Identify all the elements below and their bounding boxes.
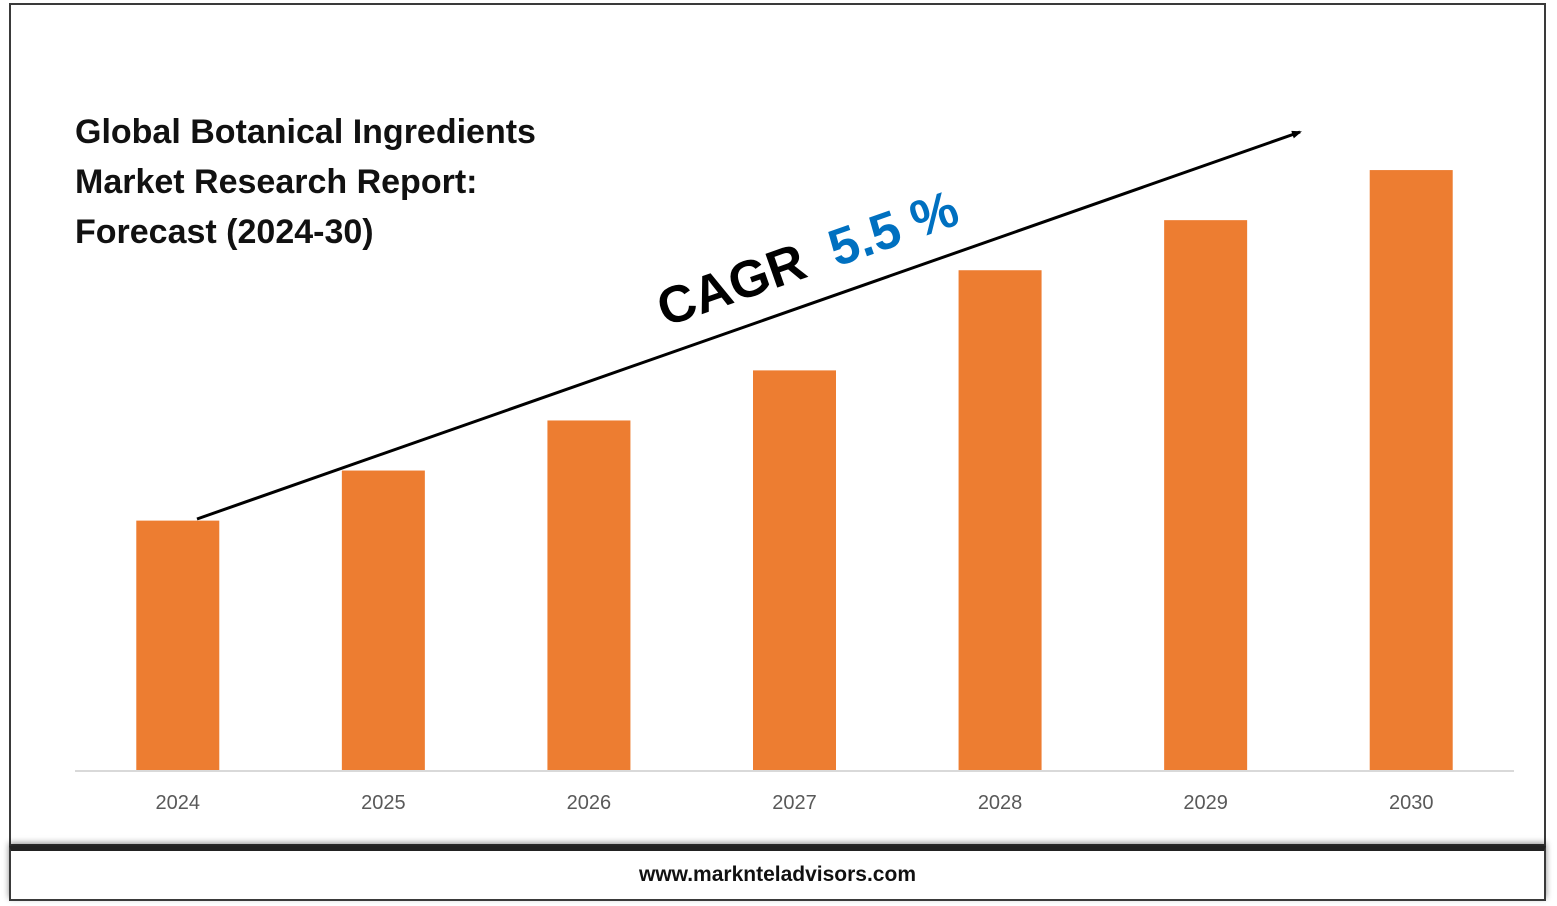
bar-2030 [1369, 170, 1453, 772]
x-axis-ticks: 2024 2025 2026 2027 2028 2029 2030 [156, 792, 1434, 814]
cagr-annotation: CAGR 5.5 % [650, 180, 966, 339]
x-tick-label-2028: 2028 [978, 792, 1023, 814]
bar-series [136, 170, 1453, 772]
x-tick-label-2027: 2027 [772, 792, 817, 814]
chart-title-line-2: Market Research Report: [75, 163, 477, 201]
cagr-label: CAGR [650, 233, 814, 338]
chart-title: Global Botanical Ingredients Market Rese… [75, 113, 536, 251]
x-tick-label-2024: 2024 [156, 792, 201, 814]
bar-chart: Global Botanical Ingredients Market Rese… [75, 113, 1514, 814]
footer: www.marknteladvisors.com [9, 846, 1546, 901]
chart-title-line-3: Forecast (2024-30) [75, 213, 374, 251]
chart-title-line-1: Global Botanical Ingredients [75, 113, 536, 151]
x-tick-label-2026: 2026 [567, 792, 612, 814]
website-link[interactable]: www.marknteladvisors.com [639, 863, 916, 886]
bar-2024 [136, 520, 220, 771]
bar-2025 [341, 470, 425, 771]
x-tick-label-2025: 2025 [361, 792, 406, 814]
trend-arrow [196, 130, 1302, 521]
bar-2028 [958, 270, 1042, 771]
cagr-value: 5.5 % [821, 180, 966, 279]
bar-2027 [753, 370, 836, 771]
bar-2026 [547, 420, 631, 771]
x-tick-label-2030: 2030 [1389, 792, 1434, 814]
x-tick-label-2029: 2029 [1183, 792, 1228, 814]
bar-2029 [1164, 220, 1248, 772]
